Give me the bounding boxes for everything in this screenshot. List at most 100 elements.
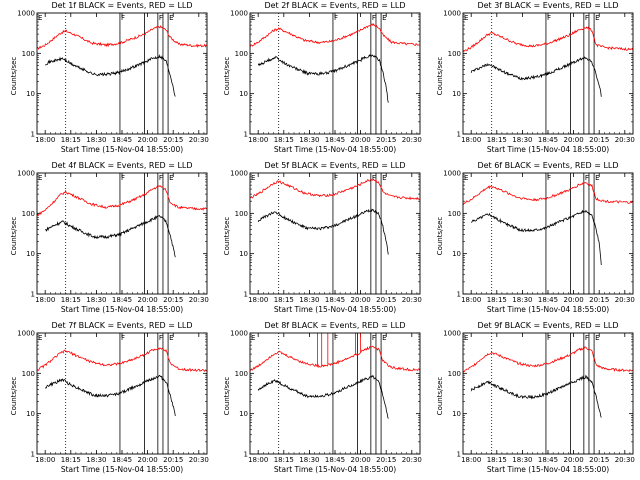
x-tick-label: 18:15 — [61, 456, 81, 464]
x-tick-label: 18:15 — [487, 136, 507, 144]
interval-label: F — [585, 334, 589, 342]
x-tick-label: 18:45 — [325, 136, 345, 144]
x-tick-label: 20:15 — [163, 456, 183, 464]
interval-label: F — [334, 174, 338, 182]
y-tick-label: 10 — [26, 250, 35, 258]
lld-red-line — [249, 345, 421, 372]
lld-red-line — [36, 347, 208, 372]
x-tick-label: 18:00 — [248, 456, 268, 464]
x-tick-label: 18:45 — [538, 456, 558, 464]
x-tick-label: 18:00 — [248, 136, 268, 144]
interval-label: E — [38, 334, 42, 342]
x-tick-label: 20:30 — [402, 296, 422, 304]
y-tick-label: 1000 — [17, 330, 35, 338]
y-axis-label: Counts/sec — [223, 216, 231, 256]
y-tick-label: 1 — [457, 131, 461, 139]
x-axis-label: Start Time (15-Nov-04 18:55:00) — [60, 465, 184, 474]
y-tick-label: 100 — [22, 50, 35, 58]
x-tick-label: 18:30 — [86, 456, 106, 464]
x-tick-label: 20:15 — [376, 296, 396, 304]
panel-title: Det 2f BLACK = Events, RED = LLD — [264, 1, 406, 10]
lld-red-line — [249, 178, 421, 201]
plot-frame — [249, 332, 421, 455]
x-tick-label: 18:15 — [61, 136, 81, 144]
x-tick-label: 18:15 — [274, 296, 294, 304]
detector-panel: Det 8f BLACK = Events, RED = LLD 1 10 100 10… — [213, 320, 426, 480]
x-tick-label: 20:30 — [615, 136, 635, 144]
interval-label: E — [382, 174, 386, 182]
interval-label: E — [464, 174, 468, 182]
x-tick-label: 20:00 — [138, 296, 158, 304]
y-tick-label: 100 — [448, 50, 461, 58]
x-tick-label: 18:45 — [325, 296, 345, 304]
x-tick-label: 18:30 — [512, 296, 532, 304]
x-tick-label: 20:00 — [138, 136, 158, 144]
lld-red-line — [462, 346, 634, 373]
events-black-line — [470, 209, 602, 266]
y-tick-label: 10 — [452, 410, 461, 418]
x-tick-label: 18:15 — [274, 456, 294, 464]
panel-title: Det 8f BLACK = Events, RED = LLD — [264, 321, 406, 330]
events-black-line — [44, 214, 176, 258]
x-tick-label: 20:00 — [138, 456, 158, 464]
interval-label: E — [382, 334, 386, 342]
x-axis-label: Start Time (15-Nov-04 18:55:00) — [486, 145, 610, 154]
y-tick-label: 1 — [244, 451, 248, 459]
events-black-line — [257, 208, 389, 255]
x-tick-label: 18:30 — [86, 136, 106, 144]
x-tick-label: 20:00 — [351, 456, 371, 464]
interval-label: F — [547, 334, 551, 342]
x-tick-label: 18:45 — [325, 456, 345, 464]
panel-title: Det 3f BLACK = Events, RED = LLD — [477, 1, 619, 10]
panel-plot: 1 10 100 1000 18:00 18:15 18:30 18:45 20:00 20:15… — [17, 330, 209, 465]
panel-plot: 1 10 100 1000 18:00 18:15 18:30 18:45 20:00 20:15… — [443, 170, 635, 305]
y-tick-label: 100 — [235, 50, 248, 58]
interval-label: E — [169, 14, 173, 22]
x-tick-label: 20:15 — [376, 456, 396, 464]
interval-label: F — [334, 334, 338, 342]
x-tick-label: 18:30 — [86, 296, 106, 304]
y-tick-label: 1000 — [230, 10, 248, 18]
x-axis-label: Start Time (15-Nov-04 18:55:00) — [273, 465, 397, 474]
x-tick-label: 20:30 — [402, 136, 422, 144]
y-tick-label: 100 — [22, 370, 35, 378]
x-tick-label: 20:15 — [376, 136, 396, 144]
x-tick-label: 18:15 — [487, 456, 507, 464]
x-tick-label: 18:15 — [274, 136, 294, 144]
interval-label: F — [121, 14, 125, 22]
x-tick-label: 20:15 — [589, 296, 609, 304]
events-black-line — [257, 53, 389, 103]
events-black-line — [44, 374, 176, 416]
x-tick-label: 18:00 — [461, 136, 481, 144]
events-black-line — [45, 54, 176, 97]
panel-title: Det 6f BLACK = Events, RED = LLD — [477, 161, 619, 170]
y-tick-label: 1 — [457, 451, 461, 459]
plot-frame — [462, 332, 634, 455]
x-tick-label: 18:00 — [35, 296, 55, 304]
y-tick-label: 100 — [448, 210, 461, 218]
panel-plot: 1 10 100 1000 18:00 18:15 18:30 18:45 20:00 20:15… — [17, 10, 209, 145]
y-tick-label: 10 — [239, 410, 248, 418]
x-axis-label: Start Time (15-Nov-04 18:55:00) — [60, 145, 184, 154]
y-axis-label: Counts/sec — [10, 56, 18, 96]
interval-label: F — [159, 14, 163, 22]
lld-red-line — [462, 182, 634, 206]
x-tick-label: 20:15 — [589, 136, 609, 144]
y-tick-label: 10 — [26, 90, 35, 98]
x-axis-label: Start Time (15-Nov-04 18:55:00) — [273, 305, 397, 314]
interval-label: F — [372, 14, 376, 22]
interval-label: F — [372, 174, 376, 182]
detector-panel: Det 2f BLACK = Events, RED = LLD 1 10 100 10… — [213, 0, 426, 160]
panel-title: Det 1f BLACK = Events, RED = LLD — [51, 1, 193, 10]
interval-label: F — [547, 14, 551, 22]
panel-plot: 1 10 100 1000 18:00 18:15 18:30 18:45 20:00 20:15… — [443, 330, 635, 465]
x-tick-label: 18:30 — [299, 456, 319, 464]
events-black-line — [257, 374, 389, 419]
x-tick-label: 20:30 — [189, 296, 209, 304]
x-tick-label: 18:45 — [538, 136, 558, 144]
panel-plot: 1 10 100 1000 18:00 18:15 18:30 18:45 20:00 20:15… — [230, 330, 422, 465]
detector-panel: Det 9f BLACK = Events, RED = LLD 1 10 100 10… — [426, 320, 639, 480]
interval-label: E — [251, 14, 255, 22]
x-tick-label: 20:30 — [615, 456, 635, 464]
